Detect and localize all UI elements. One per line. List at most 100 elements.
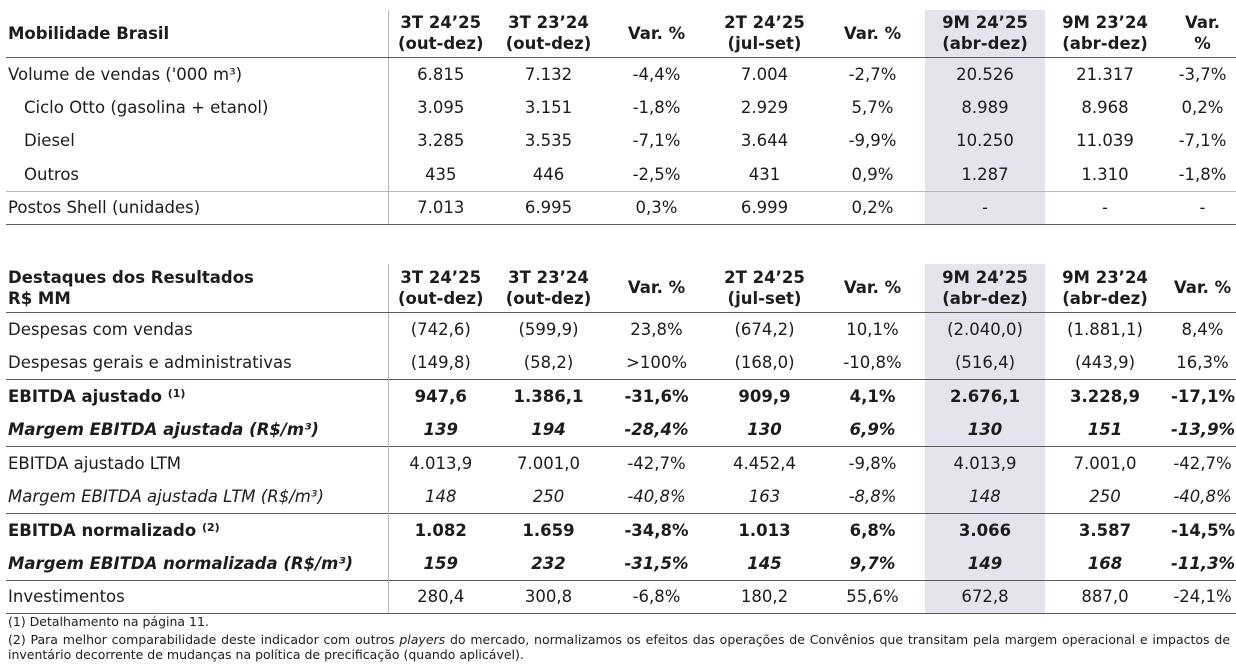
table-cell: -42,7%	[604, 445, 709, 480]
row-label: Margem EBITDA normalizada (R$/m³)	[8, 553, 354, 573]
table-cell: 151	[1087, 419, 1123, 439]
table-cell: 0,3%	[604, 190, 709, 225]
table-cell: -	[925, 190, 1045, 225]
table-cell: 6.995	[493, 190, 604, 225]
table-cell: 3.095	[387, 90, 493, 124]
row-label: EBITDA ajustado (1)	[6, 378, 388, 413]
table-cell: 10,1%	[846, 319, 899, 339]
table-cell: 7.004	[740, 64, 789, 84]
table-row: Margem EBITDA ajustada (R$/m³) 139 194 -…	[6, 412, 1236, 446]
footnote-1: (1) Detalhamento na página 11.	[8, 614, 209, 629]
table-cell: -2,5%	[632, 164, 681, 184]
table-cell: 8,4%	[1181, 319, 1224, 339]
table-cell: -7,1%	[632, 131, 681, 151]
row-label: Volume de vendas ('000 m³)	[8, 64, 243, 84]
table-cell: 1.013	[709, 512, 820, 547]
table-cell: 4.452,4	[709, 445, 820, 480]
row-label: Outros	[24, 164, 80, 184]
table-cell: 4.013,9	[925, 445, 1045, 480]
table-cell: 1.082	[387, 512, 493, 547]
table-cell: 3.285	[387, 124, 493, 158]
table-cell: 232	[531, 553, 566, 573]
table-cell: -2,7%	[848, 64, 897, 84]
table-cell: 168	[1087, 553, 1123, 573]
table-cell: 180,2	[709, 579, 820, 614]
table-cell: -1,8%	[632, 97, 681, 117]
table-cell: -7,1%	[1178, 131, 1227, 151]
table-row: Diesel 3.285 3.535 -7,1% 3.644 -9,9% 10.…	[6, 124, 1236, 158]
footnote-ref: (2)	[201, 520, 220, 534]
table-cell: (2.040,0)	[925, 312, 1045, 346]
table-cell: 6.999	[709, 190, 820, 225]
header-cell: 3T 23’24 (out-dez)	[493, 10, 604, 58]
table-cell: 4,1%	[820, 378, 925, 413]
table-cell: 909,9	[709, 378, 820, 413]
table-cell: 8.968	[1081, 97, 1129, 117]
table-cell: 3.587	[1045, 512, 1165, 547]
table-cell: 2.676,1	[925, 378, 1045, 413]
table-cell: 5,7%	[851, 97, 894, 117]
table-cell: 435	[387, 157, 493, 191]
row-label: Diesel	[24, 131, 75, 151]
table-cell: 145	[747, 553, 782, 573]
table-cell: -8,8%	[848, 486, 897, 506]
table-cell: -10,8%	[843, 352, 902, 372]
table-cell: -42,7%	[1165, 445, 1236, 480]
table-cell: 3.644	[740, 131, 789, 151]
table-cell: 10.250	[925, 124, 1045, 158]
table-cell: 55,6%	[820, 579, 925, 614]
table-cell: -9,9%	[848, 131, 897, 151]
table-cell: -11,3%	[1171, 553, 1236, 573]
table-cell: -13,9%	[1171, 419, 1236, 439]
table-cell: 1.386,1	[493, 378, 604, 413]
table-cell: 8.989	[925, 90, 1045, 124]
table-cell: 6,9%	[849, 419, 896, 439]
table-row: Margem EBITDA ajustada LTM (R$/m³) 148 2…	[6, 479, 1236, 513]
table-row: Postos Shell (unidades) 7.013 6.995 0,3%…	[6, 190, 1236, 225]
header-cell: 2T 24’25 (jul-set)	[709, 264, 820, 313]
table-cell: 672,8	[925, 579, 1045, 614]
table-cell: 6.815	[387, 57, 493, 91]
header-cell: 9M 23’24 (abr-dez)	[1045, 10, 1165, 58]
table-cell: 0,2%	[820, 190, 925, 225]
table-cell: (168,0)	[734, 352, 795, 372]
table-row: Despesas gerais e administrativas (149,8…	[6, 345, 1236, 379]
header-cell: Mobilidade Brasil	[6, 10, 388, 58]
table-cell: 23,8%	[630, 319, 683, 339]
table-cell: 0,9%	[851, 164, 894, 184]
header-cell: Var. %	[820, 264, 925, 313]
header-cell: Var. %	[820, 10, 925, 58]
table-header-row: Mobilidade Brasil 3T 24’25 (out-dez) 3T 2…	[6, 10, 1236, 58]
table-cell: -9,8%	[820, 445, 925, 480]
header-cell: 3T 23’24 (out-dez)	[493, 264, 604, 313]
header-cell: Var. %	[604, 264, 709, 313]
table-cell: 1.659	[493, 512, 604, 547]
table-row: Investimentos 280,4 300,8 -6,8% 180,2 55…	[6, 579, 1236, 614]
table-cell: 0,2%	[1181, 97, 1224, 117]
table-header-row: Destaques dos Resultados R$ MM 3T 24’25 (o…	[6, 264, 1236, 313]
table-cell: (58,2)	[523, 352, 574, 372]
row-label: EBITDA normalizado (2)	[6, 512, 388, 547]
table-cell: 250	[1089, 486, 1121, 506]
table-cell: 3.535	[524, 131, 573, 151]
destaques-resultados-table: Destaques dos Resultados R$ MM 3T 24’25 (o…	[6, 264, 1236, 614]
table-cell: 2.929	[740, 97, 789, 117]
row-label: Ciclo Otto (gasolina + etanol)	[24, 97, 269, 117]
table-cell: -40,8%	[1173, 486, 1232, 506]
table-cell: 887,0	[1045, 579, 1165, 614]
table-cell: -4,4%	[632, 64, 681, 84]
row-label: Margem EBITDA ajustada (R$/m³)	[8, 419, 319, 439]
table-cell: -1,8%	[1178, 164, 1227, 184]
table-cell: -40,8%	[627, 486, 686, 506]
table-cell: 7.132	[524, 64, 573, 84]
table-cell: >100%	[626, 352, 687, 372]
row-label: EBITDA ajustado LTM	[6, 445, 388, 480]
table-cell: 280,4	[387, 579, 493, 614]
header-cell: 9M 24’25 (abr-dez)	[925, 264, 1045, 313]
table-cell: 139	[387, 412, 493, 446]
table-row: Ciclo Otto (gasolina + etanol) 3.095 3.1…	[6, 90, 1236, 124]
table-cell: 3.228,9	[1045, 378, 1165, 413]
table-cell: (516,4)	[925, 345, 1045, 379]
table-cell: 159	[387, 546, 493, 580]
table-cell: 130	[925, 412, 1045, 446]
